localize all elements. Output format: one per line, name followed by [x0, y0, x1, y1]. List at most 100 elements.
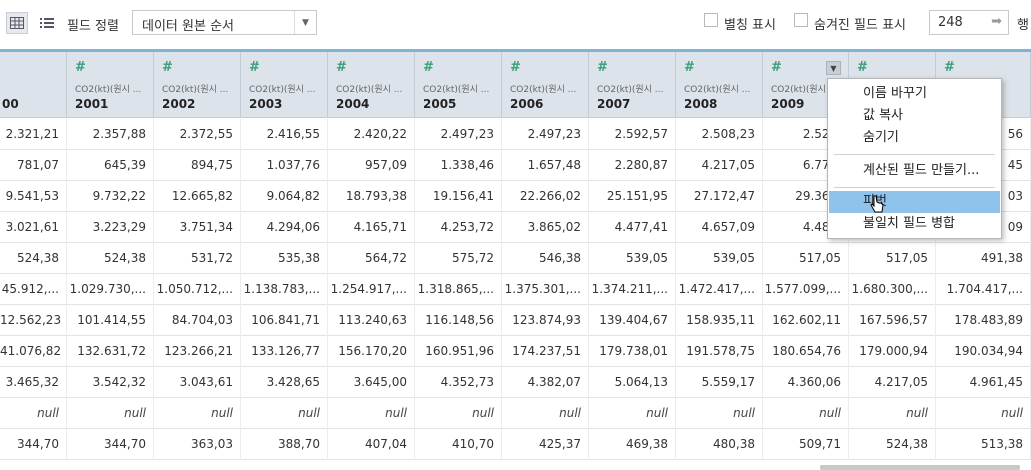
table-cell[interactable]: 3.428,65	[241, 367, 328, 398]
table-cell[interactable]: 1.338,46	[415, 150, 502, 181]
table-cell[interactable]: 2.372,55	[154, 119, 241, 150]
table-cell[interactable]: 344,70	[67, 429, 154, 460]
table-cell[interactable]: 113.240,63	[328, 305, 415, 336]
table-cell[interactable]: 781,07	[0, 150, 67, 181]
arrow-right-icon[interactable]: ➡	[991, 14, 1002, 29]
table-cell[interactable]: 22.266,02	[502, 181, 589, 212]
list-view-icon[interactable]	[36, 12, 58, 34]
column-header[interactable]: # CO2(kt)(원시 ... 2004	[328, 52, 415, 118]
table-cell[interactable]: 1.254.917,...	[328, 274, 415, 305]
table-cell[interactable]: 575,72	[415, 243, 502, 274]
grid-view-icon[interactable]	[6, 12, 28, 34]
column-header[interactable]: # CO2(kt)(원시 ... 2007	[589, 52, 676, 118]
table-cell[interactable]: 480,38	[676, 429, 763, 460]
rows-count-input[interactable]: 248 ➡	[929, 10, 1009, 35]
table-cell[interactable]: 174.237,51	[502, 336, 589, 367]
column-header[interactable]: #00	[0, 52, 67, 118]
table-cell[interactable]: null	[849, 398, 936, 429]
table-cell[interactable]: 2.416,55	[241, 119, 328, 150]
show-hidden-fields-checkbox[interactable]	[794, 13, 808, 27]
table-cell[interactable]: 1.472.417,...	[676, 274, 763, 305]
table-cell[interactable]: 425,37	[502, 429, 589, 460]
table-cell[interactable]: 2.508,23	[676, 119, 763, 150]
table-cell[interactable]: 539,05	[589, 243, 676, 274]
table-cell[interactable]: 1.029.730,...	[67, 274, 154, 305]
number-type-icon[interactable]: #	[162, 60, 173, 75]
table-cell[interactable]: 4.360,06	[763, 367, 849, 398]
table-cell[interactable]: 116.148,56	[415, 305, 502, 336]
table-cell[interactable]: 132.631,72	[67, 336, 154, 367]
table-cell[interactable]: 5.064,13	[589, 367, 676, 398]
show-aliases-checkbox[interactable]	[704, 13, 718, 27]
table-cell[interactable]: 123.266,21	[154, 336, 241, 367]
table-cell[interactable]: 19.156,41	[415, 181, 502, 212]
number-type-icon[interactable]: #	[771, 60, 782, 75]
table-cell[interactable]: null	[0, 398, 67, 429]
table-cell[interactable]: 2.321,21	[0, 119, 67, 150]
table-cell[interactable]: 3.751,34	[154, 212, 241, 243]
table-cell[interactable]: 3.465,32	[0, 367, 67, 398]
table-cell[interactable]: 517,05	[763, 243, 849, 274]
table-cell[interactable]: 9.732,22	[67, 181, 154, 212]
number-type-icon[interactable]: #	[597, 60, 608, 75]
table-cell[interactable]: 3.542,32	[67, 367, 154, 398]
sort-order-select[interactable]: 데이터 원본 순서 ▼	[132, 10, 317, 35]
menu-item-pivot[interactable]: 피벗	[829, 191, 1000, 213]
table-cell[interactable]: 45.912,...	[0, 274, 67, 305]
table-cell[interactable]: 1.704.417,...	[936, 274, 1031, 305]
table-cell[interactable]: 25.151,95	[589, 181, 676, 212]
table-cell[interactable]: null	[67, 398, 154, 429]
table-cell[interactable]: 4.294,06	[241, 212, 328, 243]
menu-item-merge-mismatched-fields[interactable]: 불일치 필드 병합	[863, 216, 955, 231]
table-cell[interactable]: 531,72	[154, 243, 241, 274]
table-cell[interactable]: 84.704,03	[154, 305, 241, 336]
table-cell[interactable]: null	[589, 398, 676, 429]
number-type-icon[interactable]: #	[944, 60, 955, 75]
table-cell[interactable]: 4.253,72	[415, 212, 502, 243]
table-cell[interactable]: 2.280,87	[589, 150, 676, 181]
table-cell[interactable]: 101.414,55	[67, 305, 154, 336]
menu-item-rename[interactable]: 이름 바꾸기	[863, 86, 927, 101]
table-cell[interactable]: 564,72	[328, 243, 415, 274]
column-header[interactable]: # CO2(kt)(원시 ... 2001	[67, 52, 154, 118]
table-cell[interactable]: 133.126,77	[241, 336, 328, 367]
table-cell[interactable]: 2.420,22	[328, 119, 415, 150]
table-cell[interactable]: 2.497,23	[502, 119, 589, 150]
horizontal-scrollbar[interactable]	[820, 465, 1020, 470]
number-type-icon[interactable]: #	[510, 60, 521, 75]
table-cell[interactable]: 1.318.865,...	[415, 274, 502, 305]
table-cell[interactable]: 2.357,88	[67, 119, 154, 150]
table-cell[interactable]: null	[241, 398, 328, 429]
table-cell[interactable]: 546,38	[502, 243, 589, 274]
table-cell[interactable]: 509,71	[763, 429, 849, 460]
table-cell[interactable]: 363,03	[154, 429, 241, 460]
table-cell[interactable]: 191.578,75	[676, 336, 763, 367]
table-cell[interactable]: 2.497,23	[415, 119, 502, 150]
table-cell[interactable]: 3.043,61	[154, 367, 241, 398]
table-cell[interactable]: 1.138.783,...	[241, 274, 328, 305]
table-cell[interactable]: null	[763, 398, 849, 429]
table-cell[interactable]: 469,38	[589, 429, 676, 460]
table-cell[interactable]: 4.165,71	[328, 212, 415, 243]
table-cell[interactable]: 4.657,09	[676, 212, 763, 243]
table-cell[interactable]: 388,70	[241, 429, 328, 460]
number-type-icon[interactable]: #	[857, 60, 868, 75]
table-cell[interactable]: 1.680.300,...	[849, 274, 936, 305]
table-cell[interactable]: 1.375.301,...	[502, 274, 589, 305]
table-cell[interactable]: 4.217,05	[676, 150, 763, 181]
table-cell[interactable]: null	[154, 398, 241, 429]
table-cell[interactable]: 106.841,71	[241, 305, 328, 336]
table-cell[interactable]: null	[502, 398, 589, 429]
table-cell[interactable]: 180.654,76	[763, 336, 849, 367]
menu-item-copy-values[interactable]: 값 복사	[863, 108, 904, 123]
table-cell[interactable]: 1.577.099,...	[763, 274, 849, 305]
table-cell[interactable]: 4.382,07	[502, 367, 589, 398]
table-cell[interactable]: null	[415, 398, 502, 429]
column-header[interactable]: # CO2(kt)(원시 ... 2006	[502, 52, 589, 118]
number-type-icon[interactable]: #	[423, 60, 434, 75]
table-cell[interactable]: 535,38	[241, 243, 328, 274]
table-cell[interactable]: 957,09	[328, 150, 415, 181]
number-type-icon[interactable]: #	[684, 60, 695, 75]
table-cell[interactable]: 3.645,00	[328, 367, 415, 398]
column-menu-dropdown-icon[interactable]: ▼	[826, 61, 841, 75]
